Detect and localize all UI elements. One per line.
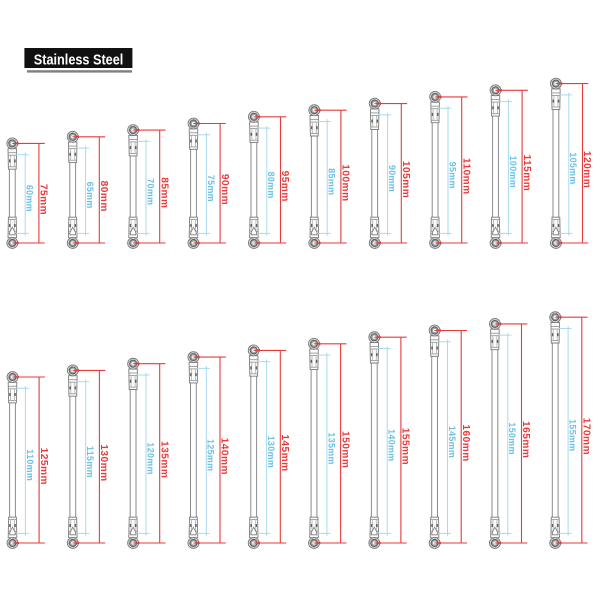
svg-text:170mm: 170mm [581,418,592,455]
svg-text:100mm: 100mm [340,164,351,201]
svg-text:95mm: 95mm [279,171,290,202]
svg-text:150mm: 150mm [339,431,350,468]
svg-text:85mm: 85mm [327,168,337,195]
svg-text:80mm: 80mm [98,181,109,212]
svg-text:135mm: 135mm [326,432,336,464]
svg-text:Stainless Steel: Stainless Steel [34,51,124,68]
svg-text:130mm: 130mm [98,444,109,481]
svg-text:70mm: 70mm [145,178,155,205]
svg-text:95mm: 95mm [447,162,457,189]
svg-text:115mm: 115mm [85,446,95,478]
svg-text:75mm: 75mm [206,175,216,202]
svg-text:130mm: 130mm [266,436,276,468]
svg-text:80mm: 80mm [266,172,276,199]
svg-text:165mm: 165mm [520,421,531,458]
svg-text:140mm: 140mm [387,429,397,461]
svg-text:60mm: 60mm [25,185,35,212]
svg-text:125mm: 125mm [206,439,216,471]
svg-text:90mm: 90mm [219,174,230,205]
svg-text:155mm: 155mm [400,428,411,465]
svg-text:110mm: 110mm [25,449,35,481]
svg-text:155mm: 155mm [568,419,578,451]
svg-text:105mm: 105mm [568,152,578,184]
svg-text:65mm: 65mm [85,182,95,209]
svg-text:125mm: 125mm [38,448,49,485]
svg-text:110mm: 110mm [460,158,471,195]
svg-text:145mm: 145mm [279,434,290,471]
svg-text:150mm: 150mm [507,422,517,454]
svg-text:100mm: 100mm [508,156,518,188]
svg-text:105mm: 105mm [400,161,411,198]
svg-text:120mm: 120mm [145,442,155,474]
svg-text:120mm: 120mm [581,151,592,188]
svg-text:90mm: 90mm [387,165,397,192]
svg-text:85mm: 85mm [158,177,169,208]
svg-text:160mm: 160mm [460,424,471,461]
svg-text:135mm: 135mm [158,441,169,478]
svg-text:140mm: 140mm [219,438,230,475]
svg-text:145mm: 145mm [447,426,457,458]
svg-text:115mm: 115mm [521,154,532,191]
svg-text:75mm: 75mm [38,184,49,215]
